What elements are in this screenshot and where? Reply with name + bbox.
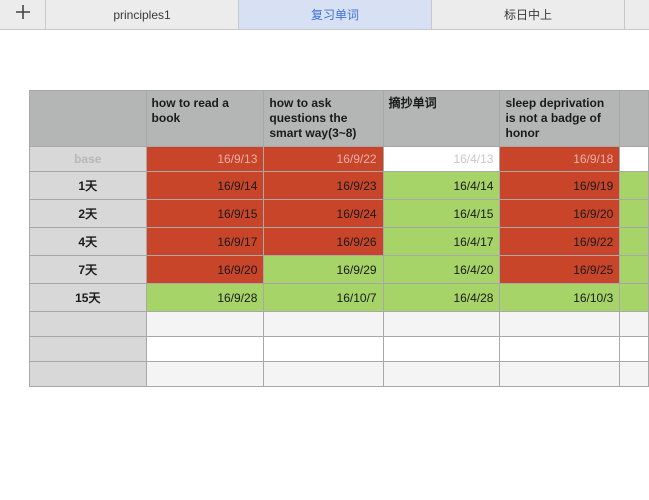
row-header-4-day[interactable]: 4天 <box>29 227 147 256</box>
tab-review-words[interactable]: 复习单词 <box>239 0 432 29</box>
table-row: base 16/9/13 16/9/22 16/4/13 16/9/18 <box>29 146 649 172</box>
empty-cell[interactable] <box>145 336 265 362</box>
column-header[interactable]: 摘抄单词 <box>382 90 501 147</box>
tab-principles1[interactable]: principles1 <box>46 0 239 29</box>
table-row: 2天 16/9/15 16/9/24 16/4/15 16/9/20 <box>29 199 649 228</box>
date-cell[interactable]: 16/9/15 <box>145 199 265 228</box>
header-corner-cell[interactable] <box>29 90 147 147</box>
date-cell[interactable]: 16/9/26 <box>263 227 384 256</box>
empty-cell[interactable] <box>263 361 384 387</box>
empty-cell[interactable] <box>619 336 649 362</box>
review-schedule-table: how to read a book how to ask questions … <box>29 90 649 387</box>
empty-cell[interactable] <box>145 361 265 387</box>
row-header-2-day[interactable]: 2天 <box>29 199 147 228</box>
empty-cell[interactable] <box>382 311 501 337</box>
plus-icon <box>15 4 31 25</box>
table-row: 7天 16/9/20 16/9/29 16/4/20 16/9/25 <box>29 255 649 284</box>
table-row <box>29 361 649 387</box>
column-header[interactable]: how to read a book <box>145 90 265 147</box>
date-cell[interactable] <box>619 283 649 312</box>
empty-cell[interactable] <box>382 336 501 362</box>
row-header-15-day[interactable]: 15天 <box>29 283 147 312</box>
date-cell[interactable] <box>619 255 649 284</box>
empty-cell[interactable] <box>382 361 501 387</box>
date-cell[interactable]: 16/10/7 <box>263 283 384 312</box>
date-cell[interactable]: 16/9/20 <box>499 199 621 228</box>
date-cell[interactable]: 16/9/25 <box>499 255 621 284</box>
date-cell[interactable] <box>619 199 649 228</box>
date-cell[interactable]: 16/9/19 <box>499 171 621 200</box>
table-row: 15天 16/9/28 16/10/7 16/4/28 16/10/3 <box>29 283 649 312</box>
row-header-1-day[interactable]: 1天 <box>29 171 147 200</box>
date-cell[interactable]: 16/4/20 <box>382 255 501 284</box>
date-cell[interactable]: 16/4/17 <box>382 227 501 256</box>
empty-cell[interactable] <box>499 336 621 362</box>
empty-cell[interactable] <box>263 336 384 362</box>
date-cell[interactable]: 16/9/20 <box>145 255 265 284</box>
date-cell[interactable]: 16/4/13 <box>382 146 501 172</box>
tab-biaori[interactable]: 标日中上 <box>432 0 625 29</box>
date-cell[interactable]: 16/4/15 <box>382 199 501 228</box>
empty-cell[interactable] <box>619 311 649 337</box>
row-header-base[interactable]: base <box>29 146 147 172</box>
empty-cell[interactable] <box>619 361 649 387</box>
date-cell[interactable]: 16/4/14 <box>382 171 501 200</box>
date-cell[interactable]: 16/10/3 <box>499 283 621 312</box>
date-cell[interactable]: 16/9/14 <box>145 171 265 200</box>
date-cell[interactable] <box>619 227 649 256</box>
date-cell[interactable]: 16/9/22 <box>263 146 384 172</box>
column-header[interactable]: sleep deprivation is not a badge of hono… <box>499 90 621 147</box>
table-row <box>29 336 649 362</box>
row-header-7-day[interactable]: 7天 <box>29 255 147 284</box>
row-header-empty[interactable] <box>29 336 147 362</box>
table-row: 1天 16/9/14 16/9/23 16/4/14 16/9/19 <box>29 171 649 200</box>
date-cell[interactable]: 16/9/17 <box>145 227 265 256</box>
date-cell[interactable]: 16/9/24 <box>263 199 384 228</box>
table-row: 4天 16/9/17 16/9/26 16/4/17 16/9/22 <box>29 227 649 256</box>
empty-cell[interactable] <box>499 361 621 387</box>
date-cell[interactable] <box>619 171 649 200</box>
date-cell[interactable]: 16/9/18 <box>499 146 621 172</box>
table-row <box>29 311 649 337</box>
date-cell[interactable]: 16/9/23 <box>263 171 384 200</box>
date-cell[interactable]: 16/9/13 <box>145 146 265 172</box>
date-cell[interactable]: 16/9/22 <box>499 227 621 256</box>
date-cell[interactable]: 16/9/28 <box>145 283 265 312</box>
sheet-tab-bar: principles1 复习单词 标日中上 <box>0 0 649 30</box>
add-sheet-button[interactable] <box>0 0 46 29</box>
date-cell[interactable]: 16/9/29 <box>263 255 384 284</box>
empty-cell[interactable] <box>263 311 384 337</box>
date-cell[interactable]: 16/4/28 <box>382 283 501 312</box>
column-header[interactable] <box>619 90 649 147</box>
empty-cell[interactable] <box>145 311 265 337</box>
row-header-empty[interactable] <box>29 361 147 387</box>
column-header[interactable]: how to ask questions the smart way(3~8) <box>263 90 384 147</box>
date-cell[interactable] <box>619 146 649 172</box>
empty-cell[interactable] <box>499 311 621 337</box>
row-header-empty[interactable] <box>29 311 147 337</box>
